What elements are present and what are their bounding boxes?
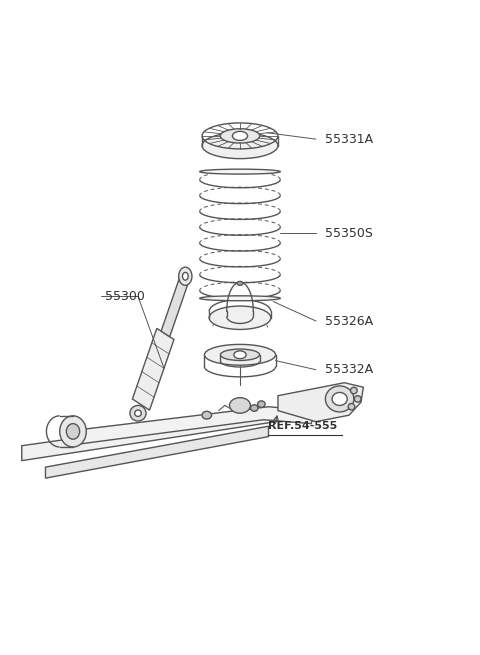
Ellipse shape: [234, 351, 246, 359]
Ellipse shape: [130, 405, 146, 421]
Ellipse shape: [179, 267, 192, 286]
Text: 55331A: 55331A: [325, 133, 373, 145]
Polygon shape: [76, 407, 316, 444]
Ellipse shape: [232, 132, 248, 140]
Text: REF.54-555: REF.54-555: [268, 421, 338, 431]
Ellipse shape: [60, 416, 86, 447]
Ellipse shape: [220, 129, 260, 143]
Ellipse shape: [135, 410, 141, 417]
Ellipse shape: [251, 405, 258, 411]
Ellipse shape: [258, 401, 265, 407]
Text: 55300: 55300: [105, 290, 144, 303]
Ellipse shape: [202, 411, 212, 419]
Text: 55326A: 55326A: [325, 314, 373, 328]
Ellipse shape: [325, 386, 354, 412]
Ellipse shape: [332, 392, 347, 405]
Ellipse shape: [354, 396, 361, 402]
Polygon shape: [161, 278, 188, 337]
Polygon shape: [278, 383, 363, 422]
Ellipse shape: [209, 306, 271, 329]
Ellipse shape: [229, 398, 251, 413]
Ellipse shape: [200, 296, 280, 301]
Ellipse shape: [237, 282, 243, 286]
Ellipse shape: [220, 349, 260, 360]
Text: 55332A: 55332A: [325, 364, 373, 376]
Ellipse shape: [350, 387, 357, 394]
Ellipse shape: [348, 403, 355, 410]
Polygon shape: [132, 328, 174, 410]
Ellipse shape: [204, 345, 276, 365]
Text: 55350S: 55350S: [325, 227, 373, 240]
Polygon shape: [46, 426, 268, 478]
Ellipse shape: [200, 169, 280, 174]
Ellipse shape: [66, 424, 80, 440]
Ellipse shape: [202, 133, 278, 159]
Polygon shape: [22, 407, 297, 460]
Ellipse shape: [182, 272, 188, 280]
